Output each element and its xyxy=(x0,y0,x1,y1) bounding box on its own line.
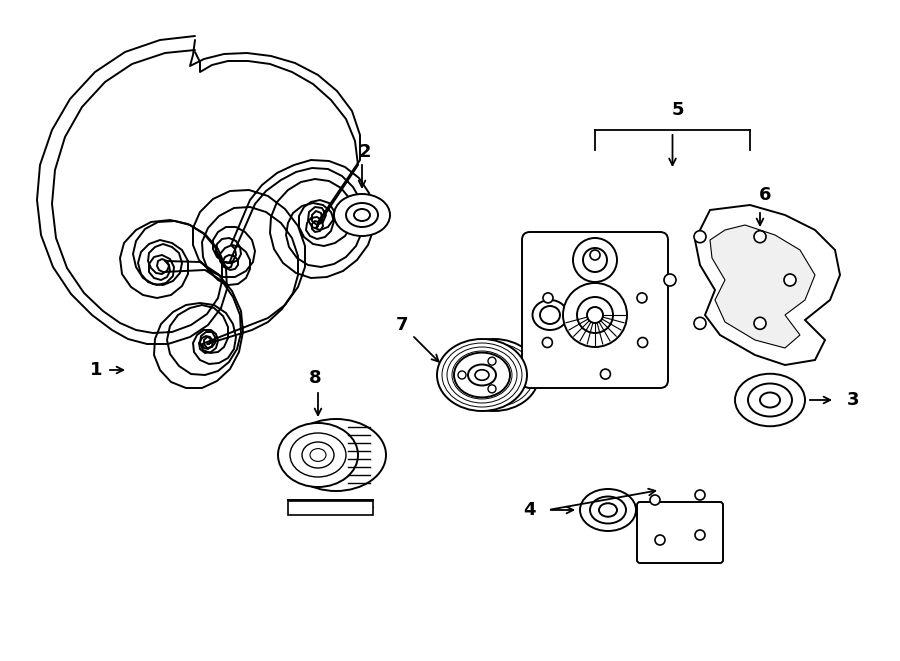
Ellipse shape xyxy=(590,496,626,524)
Ellipse shape xyxy=(457,355,507,395)
Circle shape xyxy=(543,338,553,348)
Ellipse shape xyxy=(334,194,390,236)
Circle shape xyxy=(543,293,553,303)
Ellipse shape xyxy=(735,373,805,426)
Circle shape xyxy=(637,293,647,303)
Circle shape xyxy=(784,274,796,286)
Polygon shape xyxy=(710,225,815,348)
Circle shape xyxy=(655,535,665,545)
FancyBboxPatch shape xyxy=(288,501,373,515)
Circle shape xyxy=(590,250,600,260)
Ellipse shape xyxy=(760,393,780,407)
Circle shape xyxy=(583,248,607,272)
Ellipse shape xyxy=(475,369,489,380)
Ellipse shape xyxy=(354,209,370,221)
Ellipse shape xyxy=(454,343,534,407)
Text: 5: 5 xyxy=(671,101,684,119)
Circle shape xyxy=(754,317,766,329)
Polygon shape xyxy=(695,205,840,365)
Ellipse shape xyxy=(346,203,378,227)
Ellipse shape xyxy=(449,339,539,411)
Circle shape xyxy=(695,530,705,540)
Circle shape xyxy=(563,283,627,347)
Text: 7: 7 xyxy=(396,316,409,334)
Text: 2: 2 xyxy=(359,143,371,161)
Ellipse shape xyxy=(540,306,560,324)
Ellipse shape xyxy=(454,352,510,397)
Ellipse shape xyxy=(310,449,326,461)
FancyBboxPatch shape xyxy=(522,232,668,388)
Ellipse shape xyxy=(748,383,792,416)
Circle shape xyxy=(577,297,613,333)
Ellipse shape xyxy=(278,423,358,487)
Circle shape xyxy=(694,231,706,243)
Text: 1: 1 xyxy=(89,361,102,379)
Ellipse shape xyxy=(452,351,512,399)
Ellipse shape xyxy=(437,339,527,411)
Circle shape xyxy=(695,490,705,500)
Circle shape xyxy=(573,238,617,282)
Ellipse shape xyxy=(447,347,517,403)
Circle shape xyxy=(488,385,496,393)
Circle shape xyxy=(754,231,766,243)
Circle shape xyxy=(488,357,496,365)
Ellipse shape xyxy=(468,364,496,385)
Circle shape xyxy=(587,307,603,323)
Text: 6: 6 xyxy=(759,186,771,204)
Ellipse shape xyxy=(533,300,568,330)
Text: 3: 3 xyxy=(847,391,860,409)
Ellipse shape xyxy=(599,503,617,517)
Circle shape xyxy=(694,317,706,329)
Text: 8: 8 xyxy=(309,369,321,387)
Circle shape xyxy=(600,369,610,379)
Circle shape xyxy=(664,274,676,286)
Circle shape xyxy=(637,338,648,348)
Ellipse shape xyxy=(286,419,386,491)
Ellipse shape xyxy=(290,433,346,477)
Circle shape xyxy=(650,495,660,505)
Ellipse shape xyxy=(442,343,522,407)
Ellipse shape xyxy=(580,489,636,531)
Circle shape xyxy=(458,371,466,379)
FancyBboxPatch shape xyxy=(637,502,723,563)
Text: 4: 4 xyxy=(524,501,536,519)
Ellipse shape xyxy=(302,442,334,468)
